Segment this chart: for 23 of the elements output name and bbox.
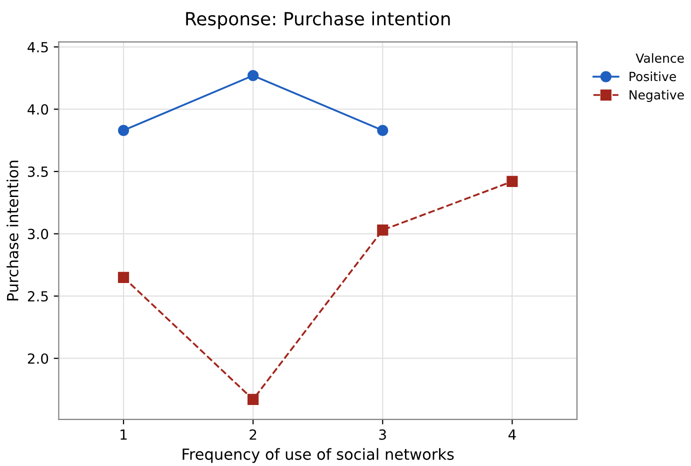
y-tick-label: 2.5 — [28, 291, 48, 302]
legend-title: Valence — [636, 53, 684, 63]
point — [248, 70, 259, 82]
point — [118, 124, 130, 136]
x-tick-label: 3 — [379, 429, 386, 440]
x-tick-label: 4 — [508, 430, 516, 440]
point — [506, 176, 518, 188]
point — [377, 224, 388, 236]
y-tick-label: 2.0 — [28, 353, 48, 364]
y-tick-label: 3.0 — [28, 228, 48, 240]
legend-label: Negative — [630, 90, 684, 102]
point — [118, 272, 130, 283]
y-tick-label: 4.0 — [28, 104, 48, 115]
point — [248, 394, 259, 406]
legend-label: Positive — [630, 72, 676, 82]
chart-title: Response: Purchase intention — [186, 12, 450, 30]
point — [377, 124, 388, 136]
x-tick-label: 2 — [250, 429, 256, 440]
y-tick-label: 4.5 — [28, 42, 48, 52]
y-axis-title: Purchase intention — [6, 160, 18, 300]
x-axis-title: Frequency of use of social networks — [182, 448, 454, 463]
x-tick-label: 1 — [120, 430, 127, 440]
y-tick-label: 3.5 — [28, 166, 48, 177]
